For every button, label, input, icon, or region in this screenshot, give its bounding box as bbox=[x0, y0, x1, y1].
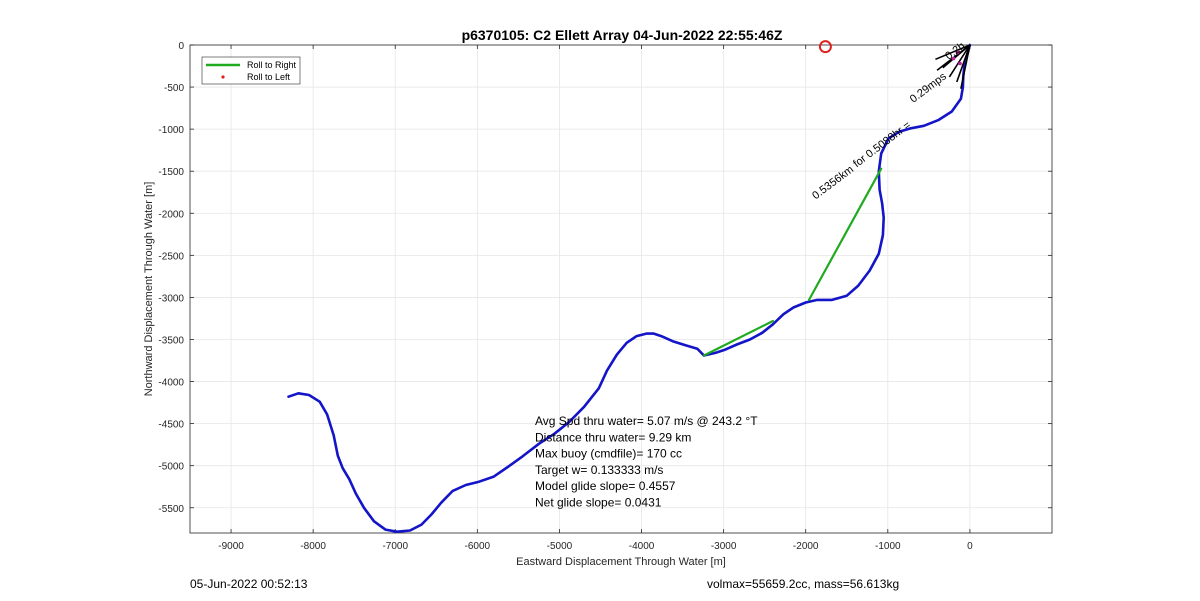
x-tick-label: -9000 bbox=[218, 541, 244, 552]
x-tick-label: -1000 bbox=[875, 541, 901, 552]
stat-line: Model glide slope= 0.4557 bbox=[535, 479, 676, 493]
surface-marker bbox=[958, 61, 962, 66]
series-layer bbox=[287, 40, 972, 534]
surface-marker bbox=[955, 50, 960, 55]
footer-vehicle-info: volmax=55659.2cc, mass=56.613kg bbox=[707, 577, 900, 591]
x-tick-label: -4000 bbox=[629, 541, 655, 552]
legend-label-roll-left: Roll to Left bbox=[247, 72, 291, 82]
series-line-0 bbox=[287, 332, 706, 534]
series-line-1 bbox=[771, 43, 972, 326]
y-tick-label: -2000 bbox=[158, 209, 184, 220]
x-tick-label: -7000 bbox=[382, 541, 408, 552]
y-tick-label: -5000 bbox=[158, 462, 184, 473]
heading-arrow bbox=[935, 44, 971, 61]
x-tick-label: 0 bbox=[967, 541, 973, 552]
series-line-4 bbox=[807, 167, 883, 301]
legend: Roll to Right Roll to Left bbox=[201, 56, 301, 85]
x-tick-label: -5000 bbox=[547, 541, 573, 552]
y-tick-label: -3500 bbox=[158, 335, 184, 346]
stats-block: Avg Spd thru water= 5.07 m/s @ 243.2 °T D… bbox=[535, 414, 758, 510]
stat-line: Net glide slope= 0.0431 bbox=[535, 496, 662, 510]
chart-title: p6370105: C2 Ellett Array 04-Jun-2022 22… bbox=[462, 27, 783, 43]
heading-arrow bbox=[960, 44, 971, 89]
x-tick-label: -6000 bbox=[465, 541, 491, 552]
x-tick-label: -3000 bbox=[711, 541, 737, 552]
y-tick-label: -4000 bbox=[158, 378, 184, 389]
x-axis-label: Eastward Displacement Through Water [m] bbox=[516, 556, 726, 568]
heading-arrow bbox=[956, 44, 971, 83]
legend-label-roll-right: Roll to Right bbox=[247, 60, 297, 70]
stat-line: Target w= 0.133333 m/s bbox=[535, 463, 663, 477]
series-line-3 bbox=[702, 319, 775, 357]
y-axis: 0 -500 -1000 -1500 -2000 -2500 -3000 -3500 -4000… bbox=[158, 41, 1052, 515]
plot-area bbox=[189, 44, 1053, 534]
y-tick-label: -4500 bbox=[158, 420, 184, 431]
target-circle-marker bbox=[818, 40, 832, 54]
surface-marker bbox=[951, 56, 956, 61]
stat-line: Max buoy (cmdfile)= 170 cc bbox=[535, 447, 682, 461]
x-tick-label: -2000 bbox=[793, 541, 819, 552]
y-tick-label: -500 bbox=[164, 83, 184, 94]
y-tick-label: -5500 bbox=[158, 504, 184, 515]
stat-line: Distance thru water= 9.29 km bbox=[535, 430, 691, 444]
footer-timestamp: 05-Jun-2022 00:52:13 bbox=[190, 577, 308, 591]
y-tick-label: -1500 bbox=[158, 167, 184, 178]
y-tick-label: -2500 bbox=[158, 251, 184, 262]
heading-arrow bbox=[948, 44, 971, 78]
series-line-2 bbox=[702, 322, 775, 357]
legend-swatch-roll-left bbox=[221, 75, 225, 79]
y-tick-label: -1000 bbox=[158, 125, 184, 136]
y-tick-label: 0 bbox=[178, 41, 184, 52]
stat-line: Avg Spd thru water= 5.07 m/s @ 243.2 °T bbox=[535, 414, 758, 428]
x-axis: -9000 -8000 -7000 -6000 -5000 -4000 -3000 -2000… bbox=[218, 45, 973, 552]
y-axis-label: Northward Displacement Through Water [m] bbox=[143, 182, 155, 397]
y-tick-label: -3000 bbox=[158, 293, 184, 304]
x-tick-label: -8000 bbox=[300, 541, 326, 552]
